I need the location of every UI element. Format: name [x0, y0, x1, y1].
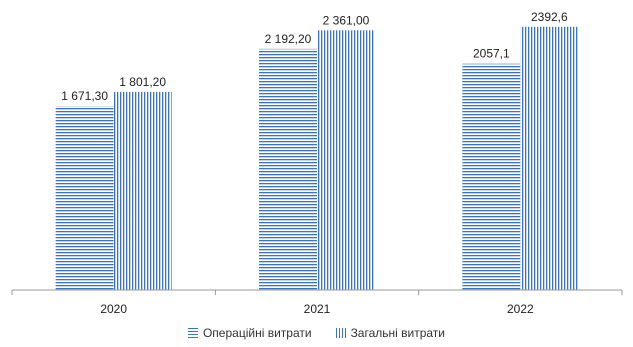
bar-2022-series-1 [462, 63, 521, 291]
legend-label-series-2: Загальні витрати [350, 326, 446, 340]
x-ticks-group: 2020 2021 2022 [11, 290, 623, 316]
legend-label-series-1: Операційні витрати [202, 326, 312, 340]
bar-2020-series-1 [55, 106, 114, 290]
data-label-2021-series-1: 2 192,20 [265, 32, 312, 46]
x-tick-label-2021: 2021 [304, 302, 331, 316]
x-tick-label-2022: 2022 [507, 302, 534, 316]
legend-item-series-1: Операційні витрати [187, 326, 312, 340]
data-labels-group: 1 671,30 1 801,20 2 192,20 2 361,00 2057,1 23… [61, 10, 568, 103]
bar-2021-series-1 [259, 48, 317, 290]
legend-swatch-horizontal-icon [187, 328, 198, 338]
data-label-2022-series-1: 2057,1 [473, 47, 510, 61]
bar-2021-series-2 [317, 30, 375, 290]
data-label-2022-series-2: 2392,6 [531, 10, 568, 24]
bars-group [55, 26, 579, 291]
data-label-2021-series-2: 2 361,00 [323, 13, 370, 27]
data-label-2020-series-1: 1 671,30 [61, 89, 108, 103]
legend-item-series-2: Загальні витрати [335, 326, 446, 340]
x-tick-label-2020: 2020 [100, 302, 127, 316]
legend: Операційні витрати Загальні витрати [0, 326, 633, 340]
data-label-2020-series-2: 1 801,20 [119, 75, 166, 89]
bar-2022-series-2 [520, 26, 579, 291]
bar-2020-series-2 [113, 91, 172, 290]
legend-swatch-vertical-icon [335, 328, 346, 338]
